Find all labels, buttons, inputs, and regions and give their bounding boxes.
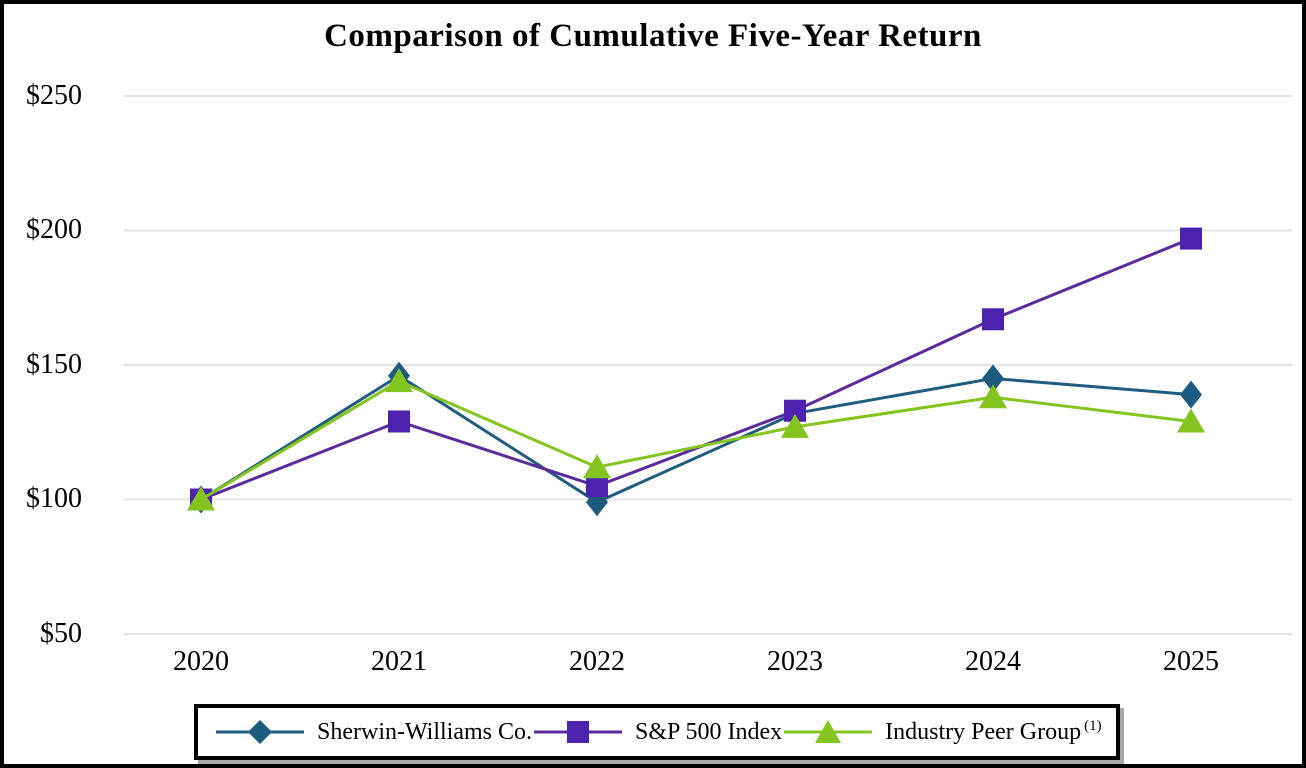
y-tick-label: $250 [26,80,82,111]
diamond-marker [1180,380,1202,409]
triangle-marker [1177,408,1205,433]
legend-item-sp500: S&P 500 Index [532,716,782,748]
legend-label: Industry Peer Group (1) [885,717,1102,746]
triangle-marker [385,368,413,393]
diamond-marker-icon [216,720,304,744]
series-line [200,379,1192,501]
series-line [200,373,1192,504]
x-tick-label: 2023 [767,646,823,677]
square-marker [784,399,806,422]
square-marker [388,410,410,433]
x-tick-label: 2021 [371,646,427,677]
legend-label-text: Industry Peer Group [885,718,1082,745]
x-tick-label: 2022 [569,646,625,677]
diamond-marker [982,364,1004,393]
legend-item-industry-peer-group: Industry Peer Group (1) [782,716,1102,748]
square-marker [982,308,1004,331]
triangle-marker [979,384,1007,409]
chart-title: Comparison of Cumulative Five-Year Retur… [324,18,982,54]
x-tick-label: 2020 [173,646,229,677]
square-marker [586,475,608,498]
x-tick-label: 2024 [965,646,1021,677]
legend-item-sherwin-williams: Sherwin-Williams Co. [214,716,532,748]
triangle-marker [187,486,215,511]
y-tick-label: $150 [26,349,82,380]
legend-superscript: (1) [1084,717,1102,734]
x-tick-label: 2025 [1163,646,1219,677]
square-marker [1180,227,1202,250]
triangle-marker [781,413,809,438]
plot-area [124,95,1292,635]
triangle-marker [583,454,611,479]
series-line [200,237,1192,501]
triangle-marker-icon [784,720,873,743]
y-tick-label: $100 [26,483,82,514]
legend: Sherwin-Williams Co. S&P 500 Index Indus… [194,704,1120,760]
legend-label: S&P 500 Index [635,718,783,745]
legend-label: Sherwin-Williams Co. [317,718,533,745]
y-tick-label: $50 [40,618,82,649]
y-tick-label: $200 [26,214,82,245]
square-marker-icon [534,721,623,743]
